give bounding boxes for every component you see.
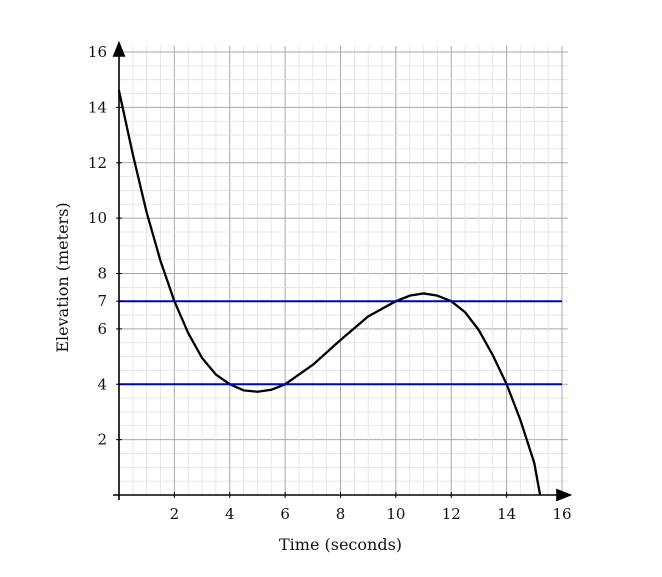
y-tick-label: 12 [88, 154, 107, 172]
y-tick-label: 16 [88, 43, 107, 61]
tick-labels: 2 4 6 8 10 12 14 16 2 4 6 7 8 10 12 14 16 [88, 43, 572, 523]
y-tick-label: 2 [97, 431, 107, 449]
series-layer [117, 89, 562, 495]
x-tick-label: 4 [225, 505, 235, 523]
x-axis-label: Time (seconds) [279, 535, 402, 554]
y-tick-label: 10 [88, 209, 107, 227]
axes [112, 40, 573, 502]
x-tick-label: 6 [280, 505, 290, 523]
y-axis-label: Elevation (meters) [53, 202, 72, 352]
grid [118, 46, 568, 496]
x-tick-label: 2 [170, 505, 180, 523]
x-tick-label: 14 [497, 505, 516, 523]
y-tick-label: 8 [97, 265, 107, 283]
elevation-curve [117, 89, 541, 495]
y-tick-label: 6 [97, 320, 107, 338]
y-tick-label: 7 [97, 292, 107, 310]
y-tick-label: 4 [97, 375, 107, 393]
y-tick-label: 14 [88, 98, 107, 116]
x-tick-label: 16 [552, 505, 571, 523]
x-tick-label: 8 [336, 505, 346, 523]
x-tick-label: 12 [442, 505, 461, 523]
x-tick-label: 10 [386, 505, 405, 523]
